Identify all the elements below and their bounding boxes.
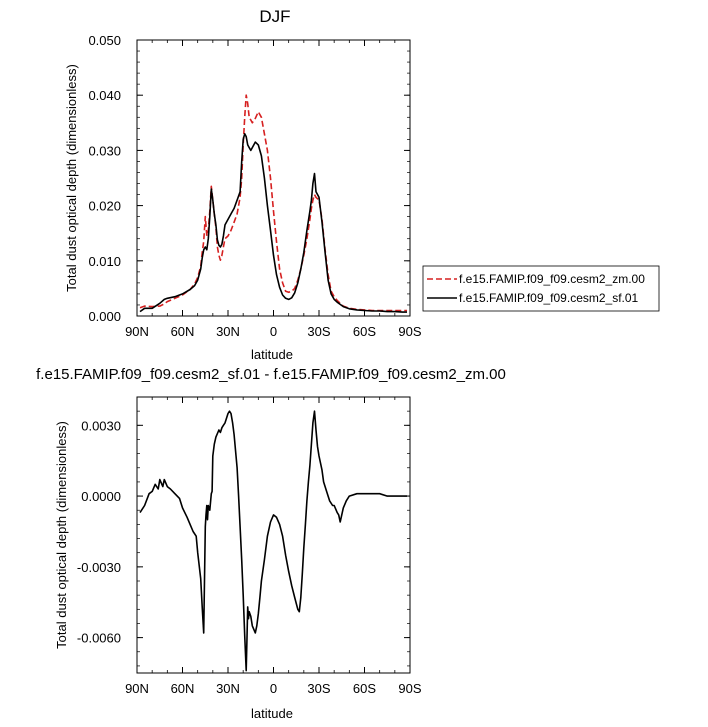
chart-bottom-panel: f.e15.FAMIP.f09_f09.cesm2_sf.01 - f.e15.… (36, 366, 506, 721)
x-axis-label: latitude (251, 347, 293, 362)
axis-ticks: 90N 60N 30N 0 30S 60S 90S 0.000 0.010 0.020 0.030 0… (88, 33, 421, 339)
chart-top-panel: DJF 90N 60N 30N 0 30S 60S 90S 0.000 0.010 0.020 0.… (64, 7, 660, 362)
x-tick-label: 30N (216, 324, 240, 339)
x-tick-label: 60S (353, 681, 376, 696)
plot-frame (136, 396, 411, 674)
legend-label-sf: f.e15.FAMIP.f09_f09.cesm2_sf.01 (459, 291, 639, 305)
y-tick-label: 0.0030 (81, 418, 121, 433)
x-tick-label: 0 (270, 324, 277, 339)
x-tick-label: 60S (353, 324, 376, 339)
x-tick-label: 90S (398, 324, 421, 339)
series-line-difference (139, 410, 407, 672)
x-axis-label: latitude (251, 706, 293, 721)
x-tick-label: 90S (398, 681, 421, 696)
x-tick-label: 90N (125, 324, 149, 339)
x-tick-label: 60N (171, 681, 195, 696)
x-tick-label: 0 (270, 681, 277, 696)
series-line-sf (139, 133, 407, 313)
x-tick-label: 90N (125, 681, 149, 696)
series-group (139, 94, 407, 313)
y-tick-label: 0.0000 (81, 489, 121, 504)
x-tick-label: 30S (307, 324, 330, 339)
x-tick-label: 60N (171, 324, 195, 339)
chart-title: f.e15.FAMIP.f09_f09.cesm2_sf.01 - f.e15.… (36, 366, 506, 383)
y-tick-label: -0.0060 (77, 631, 121, 646)
plot-frame (136, 39, 411, 317)
y-tick-label: 0.010 (88, 254, 121, 269)
y-tick-label: 0.000 (88, 309, 121, 324)
legend-label-zm: f.e15.FAMIP.f09_f09.cesm2_zm.00 (459, 272, 645, 286)
x-tick-label: 30S (307, 681, 330, 696)
series-line-zm (139, 94, 407, 312)
y-axis-label: Total dust optical depth (dimensionless) (64, 64, 79, 292)
y-tick-label: 0.050 (88, 33, 121, 48)
x-tick-label: 30N (216, 681, 240, 696)
y-tick-label: -0.0030 (77, 560, 121, 575)
chart-title: DJF (259, 7, 290, 26)
legend-box (422, 265, 660, 312)
y-axis-label: Total dust optical depth (dimensionless) (54, 421, 69, 649)
axis-ticks: 90N 60N 30N 0 30S 60S 90S -0.0060 -0.0030 0.0000 0… (77, 396, 422, 696)
y-tick-label: 0.020 (88, 199, 121, 214)
legend: f.e15.FAMIP.f09_f09.cesm2_zm.00 f.e15.FA… (422, 265, 660, 312)
y-tick-label: 0.030 (88, 143, 121, 158)
series-group (139, 410, 407, 672)
y-tick-label: 0.040 (88, 88, 121, 103)
